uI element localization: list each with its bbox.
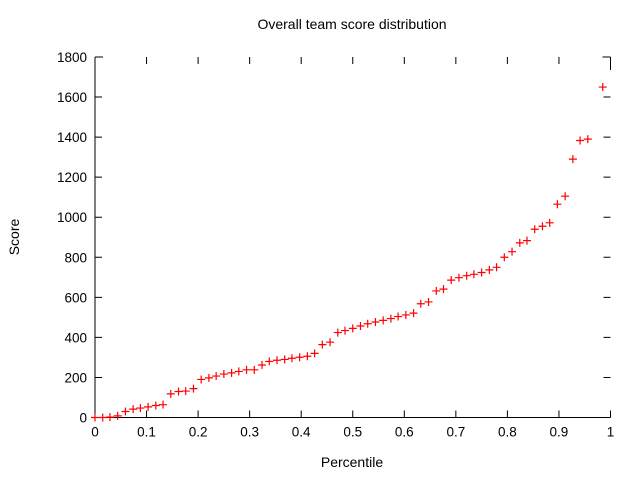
chart-title: Overall team score distribution <box>257 16 446 32</box>
svg-text:0: 0 <box>79 411 87 426</box>
y-axis-label: Score <box>6 219 22 256</box>
svg-text:1400: 1400 <box>57 130 87 145</box>
svg-text:0.8: 0.8 <box>498 425 517 440</box>
svg-text:0.5: 0.5 <box>343 425 362 440</box>
svg-text:800: 800 <box>64 250 87 265</box>
plot-tick-labels: 0 0.1 0.2 0.3 0.4 0.5 0.6 0.7 0.8 0.9 1 0 200 400 600 8… <box>57 50 614 440</box>
svg-text:0.4: 0.4 <box>292 425 311 440</box>
svg-text:1200: 1200 <box>57 170 87 185</box>
svg-text:400: 400 <box>64 330 87 345</box>
svg-text:0.3: 0.3 <box>240 425 259 440</box>
svg-text:0.1: 0.1 <box>137 425 156 440</box>
svg-text:200: 200 <box>64 370 87 385</box>
svg-text:0.9: 0.9 <box>550 425 569 440</box>
svg-text:0: 0 <box>91 425 99 440</box>
svg-text:600: 600 <box>64 290 87 305</box>
svg-text:1600: 1600 <box>57 90 87 105</box>
plot-axes <box>94 56 611 418</box>
svg-text:1800: 1800 <box>57 50 87 65</box>
x-axis-label: Percentile <box>321 454 383 470</box>
data-points <box>91 83 607 422</box>
svg-text:1000: 1000 <box>57 210 87 225</box>
svg-text:1: 1 <box>607 425 615 440</box>
svg-text:0.7: 0.7 <box>446 425 465 440</box>
svg-text:0.2: 0.2 <box>189 425 208 440</box>
svg-text:0.6: 0.6 <box>395 425 414 440</box>
